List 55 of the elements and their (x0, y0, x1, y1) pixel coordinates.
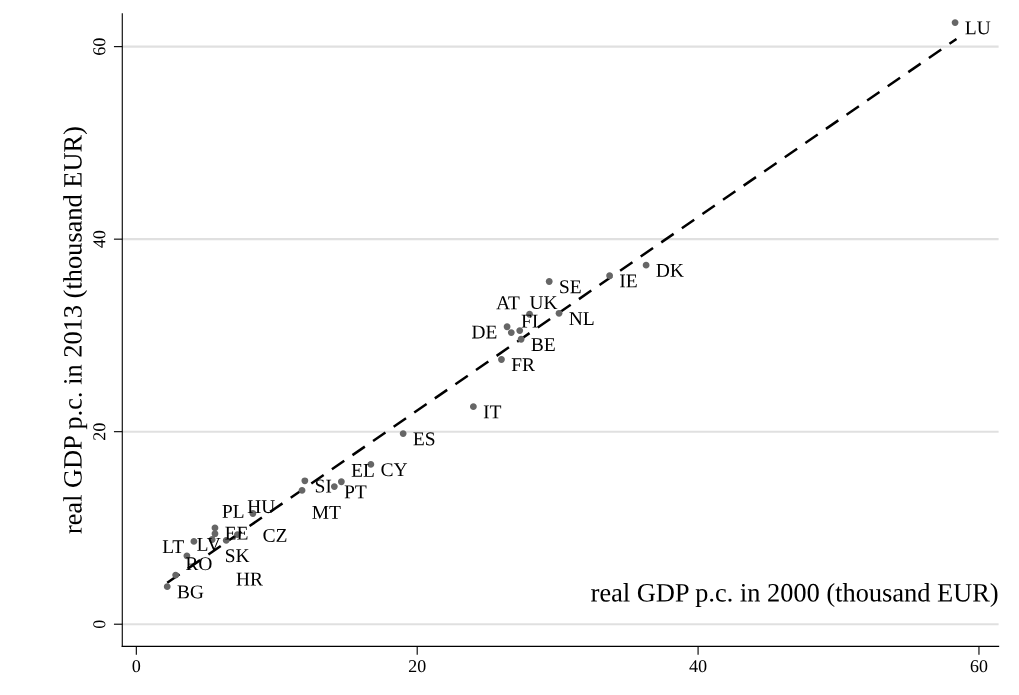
annotation: HU (247, 500, 275, 514)
point (469, 403, 477, 411)
annotation: SE (560, 280, 581, 294)
point (298, 487, 306, 494)
annotation: LV (197, 538, 221, 552)
annotation: EE (225, 526, 248, 540)
point (399, 430, 407, 438)
annotation: ES (413, 432, 435, 446)
y-tick-label: 40 (93, 230, 106, 248)
annotation: LU (965, 21, 991, 35)
point (503, 323, 511, 331)
annotation: MT (312, 505, 341, 519)
annotation: CY (381, 463, 408, 477)
annotation: FI (521, 314, 538, 328)
annotation: AT (496, 296, 520, 310)
x-tick-label: 40 (689, 660, 707, 673)
annotation: SK (225, 549, 250, 563)
annotation: EL (351, 463, 374, 477)
x-tick-label: 60 (970, 660, 988, 673)
point (642, 261, 650, 269)
y-tick-label: 60 (93, 38, 106, 55)
point (172, 571, 180, 579)
annotation: HR (236, 572, 263, 586)
annotation: PT (344, 485, 367, 499)
point (337, 478, 345, 486)
annotation: DE (472, 325, 497, 339)
annotation: UK (529, 296, 558, 310)
y-tick-label: 20 (93, 423, 106, 440)
annotation: IE (620, 274, 637, 288)
point (517, 335, 525, 343)
point (498, 356, 505, 363)
point (516, 327, 524, 335)
y-axis-title: real GDP p.c. in 2013 (thousand EUR) (63, 127, 88, 534)
annotation: LT (162, 540, 184, 554)
annotation: SI (315, 479, 332, 493)
point (211, 530, 219, 538)
point (545, 278, 553, 285)
point (163, 583, 171, 591)
point (951, 19, 959, 26)
annotation: NL (569, 312, 594, 325)
annotation: BG (177, 585, 204, 599)
annotation: FR (511, 358, 535, 372)
annotation: BE (531, 338, 555, 351)
point (555, 309, 563, 317)
x-axis-title: real GDP p.c. in 2000 (thousand EUR) (591, 583, 998, 608)
annotation: PL (222, 505, 244, 518)
y-tick-label: 0 (93, 620, 106, 629)
point (606, 272, 614, 280)
annotation: DK (656, 264, 684, 277)
point (301, 477, 309, 485)
x-tick-label: 0 (132, 660, 141, 673)
point (507, 329, 515, 336)
annotation: CZ (263, 528, 287, 542)
annotation: IT (483, 405, 502, 419)
x-tick-label: 20 (408, 660, 426, 673)
